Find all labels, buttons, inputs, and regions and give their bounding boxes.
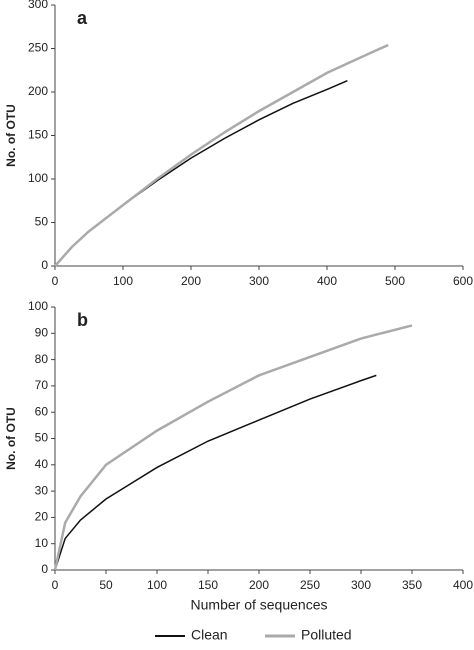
- y-tick-label: 250: [28, 41, 48, 55]
- x-tick-label: 200: [249, 578, 269, 592]
- y-tick-label: 10: [35, 536, 49, 550]
- panel-label: b: [77, 310, 88, 330]
- y-tick-label: 50: [35, 215, 49, 229]
- x-tick-label: 300: [249, 274, 269, 288]
- x-tick-label: 400: [317, 274, 337, 288]
- y-tick-label: 70: [35, 378, 49, 392]
- x-tick-label: 150: [198, 578, 218, 592]
- y-tick-label: 80: [35, 352, 49, 366]
- legend-label: Polluted: [301, 627, 352, 643]
- line-series: [53, 324, 413, 571]
- x-tick-label: 200: [181, 274, 201, 288]
- y-axis-label: No. of OTU: [4, 104, 18, 167]
- x-tick-label: 400: [453, 578, 473, 592]
- panel-label: a: [77, 8, 88, 28]
- x-tick-label: 0: [52, 578, 59, 592]
- x-tick-label: 250: [300, 578, 320, 592]
- y-tick-label: 100: [28, 171, 48, 185]
- y-tick-label: 0: [41, 258, 48, 272]
- y-tick-label: 300: [28, 0, 48, 11]
- x-axis-label: Number of sequences: [191, 597, 328, 613]
- y-tick-label: 30: [35, 483, 49, 497]
- line-series: [54, 374, 377, 571]
- y-tick-label: 200: [28, 84, 48, 98]
- line-series: [54, 43, 389, 267]
- y-tick-label: 100: [28, 299, 48, 313]
- x-tick-label: 100: [113, 274, 133, 288]
- line-series: [54, 80, 348, 267]
- x-tick-label: 350: [402, 578, 422, 592]
- x-tick-label: 0: [52, 274, 59, 288]
- legend-label: Clean: [191, 627, 228, 643]
- y-tick-label: 150: [28, 128, 48, 142]
- y-tick-label: 0: [41, 562, 48, 576]
- x-tick-label: 100: [147, 578, 167, 592]
- y-tick-label: 60: [35, 404, 49, 418]
- y-tick-label: 90: [35, 325, 49, 339]
- x-tick-label: 300: [351, 578, 371, 592]
- y-tick-label: 40: [35, 457, 49, 471]
- y-axis-label: No. of OTU: [4, 407, 18, 470]
- x-tick-label: 50: [99, 578, 113, 592]
- y-tick-label: 50: [35, 431, 49, 445]
- y-tick-label: 20: [35, 510, 49, 524]
- x-tick-label: 500: [385, 274, 405, 288]
- x-tick-label: 600: [453, 274, 473, 288]
